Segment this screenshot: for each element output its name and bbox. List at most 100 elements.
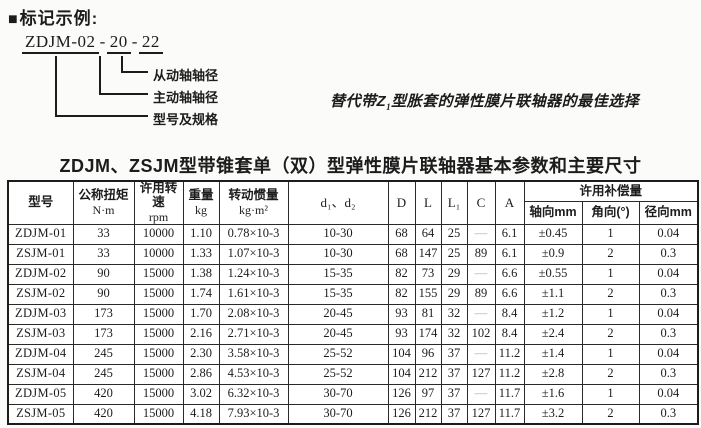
section-title: ■标记示例: (8, 4, 98, 29)
value-cell: 104 (387, 343, 416, 365)
value-cell: 173 (72, 323, 135, 345)
value-cell: 30-70 (287, 383, 389, 405)
value-cell: 37 (440, 363, 468, 385)
col-header-radial: 径向mm (638, 201, 699, 225)
value-cell: 81 (414, 303, 442, 325)
slogan-subscript: 1 (386, 102, 392, 112)
value-cell: 15000 (133, 363, 184, 385)
value-cell: 89 (466, 243, 496, 265)
value-cell: 29 (440, 263, 468, 285)
value-cell: 420 (72, 383, 135, 405)
value-cell: 155 (414, 283, 442, 305)
col-header-d1-d2: d₁、d₂ (287, 180, 389, 225)
value-cell: 1 (581, 263, 640, 285)
value-cell: 0.04 (638, 343, 699, 365)
value-cell: 6.6 (494, 283, 525, 305)
value-cell: 37 (440, 343, 468, 365)
marking-code: ZDJM-02-20-22 (22, 32, 163, 54)
value-cell: 11.7 (494, 383, 525, 405)
value-cell: ±1.2 (523, 303, 583, 325)
value-cell: 147 (414, 243, 442, 265)
value-cell: 2 (581, 283, 640, 305)
value-cell: 3.58×10-3 (218, 343, 289, 365)
value-cell: 2.08×10-3 (218, 303, 289, 325)
value-cell: 8.4 (494, 303, 525, 325)
value-cell: 245 (72, 343, 135, 365)
weight-name: 重量 (188, 187, 214, 202)
code-driving-segment: 20 (106, 32, 131, 54)
label-model-and-spec: 型号及规格 (153, 112, 219, 127)
code-driven-segment: 22 (138, 32, 163, 54)
col-header-axial: 轴向mm (523, 201, 583, 225)
speed-unit: rpm (148, 209, 169, 224)
connector-line-driving-shaft (99, 56, 148, 95)
value-cell: 174 (414, 323, 442, 345)
section-title-text: 标记示例: (19, 9, 99, 28)
value-cell: 15000 (133, 303, 184, 325)
value-cell: 15000 (133, 263, 184, 285)
value-cell: 126 (387, 403, 416, 425)
value-cell: 7.93×10-3 (218, 403, 289, 425)
value-cell: 6.1 (494, 243, 525, 265)
col-header-C: C (466, 180, 496, 225)
table-row: ZSJM-04 245 15000 2.86 4.53×10-3 25-52 104 212 3… (7, 363, 699, 385)
model-cell: ZDJM-02 (7, 263, 74, 285)
value-cell: 1.24×10-3 (218, 263, 289, 285)
value-cell: 127 (466, 363, 496, 385)
value-cell: 0.78×10-3 (218, 223, 289, 245)
col-header-angular: 角向(°) (581, 201, 640, 225)
value-cell: ±0.45 (523, 223, 583, 245)
value-cell: 20-45 (287, 303, 389, 325)
weight-unit: kg (195, 202, 207, 217)
col-header-weight: 重量 kg (182, 180, 220, 225)
value-cell: 212 (414, 363, 442, 385)
model-cell: ZSJM-03 (7, 323, 74, 345)
value-cell: ±2.4 (523, 323, 583, 345)
value-cell: ±3.2 (523, 403, 583, 425)
value-cell: 0.3 (638, 323, 699, 345)
bullet-square-icon: ■ (8, 11, 19, 28)
value-cell: 102 (466, 323, 496, 345)
torque-name: 公称扭矩 (78, 187, 129, 202)
value-cell: 6.6 (494, 263, 525, 285)
code-model-segment: ZDJM-02 (22, 32, 99, 54)
col-header-torque: 公称扭矩 N·m (72, 180, 135, 225)
value-cell: 0.3 (638, 403, 699, 425)
value-cell: 10-30 (287, 223, 389, 245)
value-cell: 29 (440, 283, 468, 305)
value-cell: 33 (72, 223, 135, 245)
connector-line-driven-shaft (121, 56, 148, 73)
value-cell: 37 (440, 403, 468, 425)
model-cell: ZSJM-04 (7, 363, 74, 385)
value-cell: 93 (387, 303, 416, 325)
value-cell: 6.1 (494, 223, 525, 245)
table-row: ZSJM-02 90 15000 1.74 1.61×10-3 15-35 82 155 29 8… (7, 283, 699, 305)
value-cell: 25 (440, 223, 468, 245)
label-driving-shaft-diameter: 主动轴轴径 (153, 90, 219, 105)
value-cell: ±2.8 (523, 363, 583, 385)
value-cell: 0.04 (638, 223, 699, 245)
label-driven-shaft-diameter: 从动轴轴径 (153, 68, 219, 83)
value-cell: 2.71×10-3 (218, 323, 289, 345)
table-row: ZSJM-03 173 15000 2.16 2.71×10-3 20-45 93 174 32… (7, 323, 699, 345)
connector-line-model-spec (55, 56, 148, 117)
value-cell: 0.3 (638, 243, 699, 265)
value-cell: 97 (414, 383, 442, 405)
value-cell: 0.04 (638, 263, 699, 285)
value-cell: 0.3 (638, 363, 699, 385)
header-row-sub: 轴向mm 角向(°) 径向mm (8, 201, 699, 225)
value-cell: ±1.6 (523, 383, 583, 405)
value-cell: ±1.4 (523, 343, 583, 365)
col-header-model: 型号 (7, 180, 74, 225)
value-cell: 33 (72, 243, 135, 265)
model-cell: ZSJM-02 (7, 283, 74, 305)
table-row: ZDJM-01 33 10000 1.10 0.78×10-3 10-30 68 64 25—6… (7, 223, 699, 245)
value-cell: 93 (387, 323, 416, 345)
value-cell: ±1.1 (523, 283, 583, 305)
model-cell: ZSJM-01 (7, 243, 74, 265)
value-cell: 11.2 (494, 363, 525, 385)
value-cell: — (466, 303, 496, 325)
value-cell: 1.10 (182, 223, 220, 245)
value-cell: 20-45 (287, 323, 389, 345)
slogan-suffix: 型胀套的弹性膜片联轴器的最佳选择 (391, 93, 640, 110)
